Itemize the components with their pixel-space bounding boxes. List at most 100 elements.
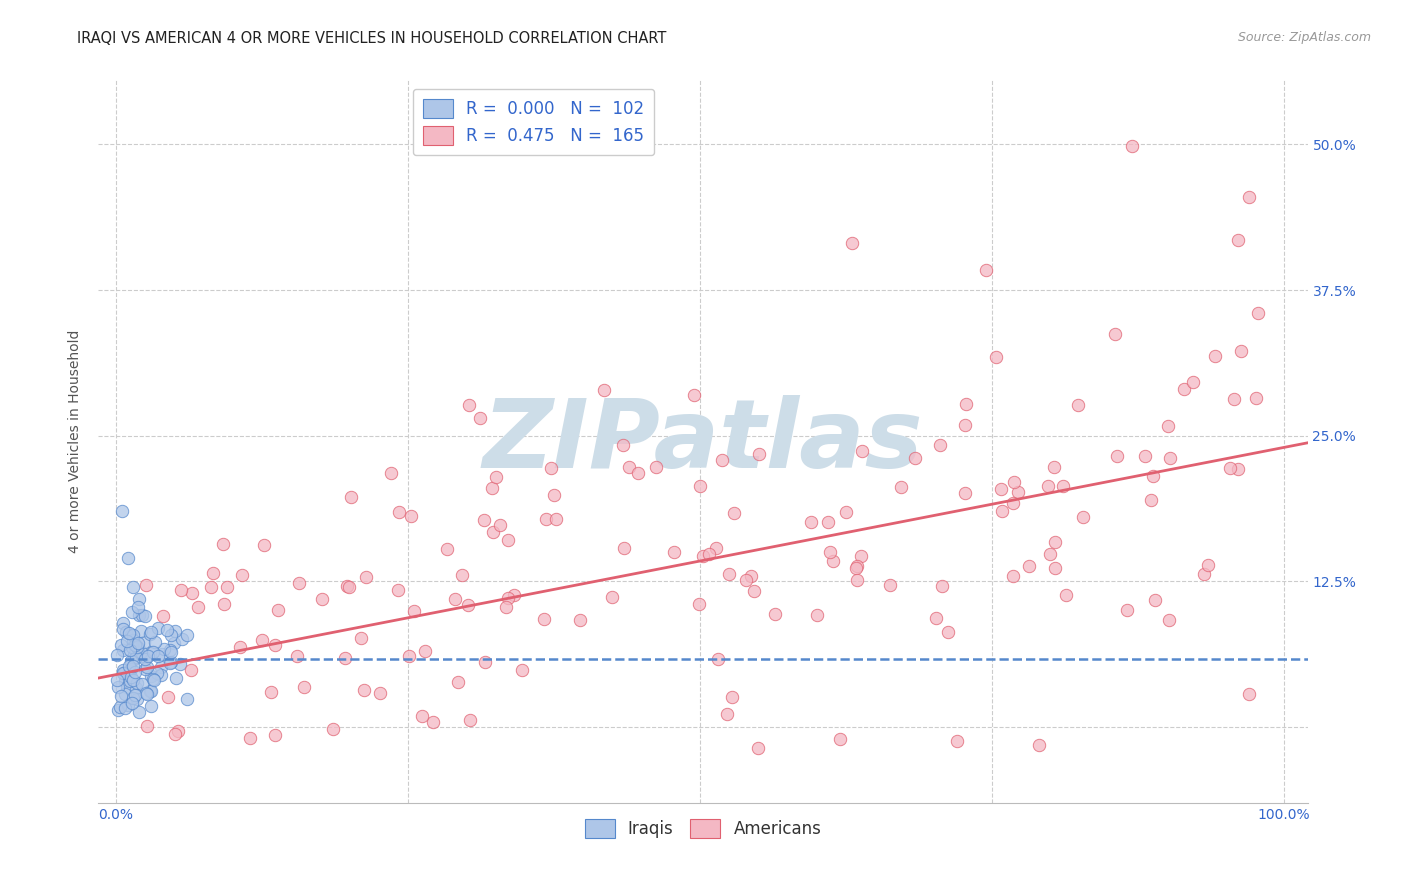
Point (122, 652, 145, 666)
Point (697, 548, 720, 562)
Point (929, 438, 952, 452)
Point (936, 624, 959, 639)
Point (160, 645, 183, 659)
Point (337, 580, 360, 594)
Point (748, 447, 770, 461)
Point (955, 397, 977, 411)
Point (239, 731, 262, 745)
Point (1052, 479, 1074, 493)
Point (1143, 593, 1166, 607)
Point (339, 491, 361, 505)
Point (1039, 547, 1062, 561)
Point (150, 647, 173, 661)
Point (105, 673, 128, 688)
Point (613, 541, 636, 555)
Point (1004, 475, 1026, 489)
Point (1197, 558, 1219, 572)
Point (488, 518, 510, 533)
Point (115, 625, 138, 640)
Point (1139, 492, 1161, 507)
Point (946, 734, 969, 748)
Point (368, 686, 391, 700)
Point (136, 659, 159, 673)
Point (125, 692, 148, 706)
Point (707, 652, 730, 666)
Point (134, 634, 156, 648)
Point (413, 644, 436, 658)
Point (115, 633, 138, 648)
Point (496, 533, 519, 547)
Point (1219, 461, 1241, 475)
Point (984, 351, 1007, 365)
Point (763, 607, 786, 622)
Point (250, 632, 273, 647)
Point (1018, 558, 1040, 573)
Point (735, 573, 758, 587)
Point (470, 410, 492, 425)
Point (1192, 567, 1215, 582)
Point (120, 654, 142, 668)
Point (253, 538, 276, 552)
Point (645, 459, 668, 474)
Point (846, 558, 869, 573)
Point (689, 479, 711, 493)
Point (136, 649, 159, 664)
Point (114, 701, 136, 715)
Point (231, 567, 253, 582)
Text: Source: ZipAtlas.com: Source: ZipAtlas.com (1237, 31, 1371, 45)
Point (1237, 687, 1260, 701)
Point (1157, 419, 1180, 434)
Text: ZIPatlas: ZIPatlas (482, 395, 924, 488)
Point (146, 648, 169, 663)
Point (134, 652, 156, 666)
Point (120, 628, 142, 642)
Point (142, 673, 165, 688)
Point (212, 597, 235, 611)
Point (1247, 306, 1270, 320)
Point (723, 506, 745, 520)
Point (131, 607, 153, 622)
Point (131, 624, 153, 639)
Point (742, 584, 765, 599)
Point (612, 438, 634, 452)
Point (1054, 588, 1077, 602)
Point (411, 708, 433, 723)
Point (128, 608, 150, 623)
Point (380, 466, 402, 480)
Point (142, 672, 165, 686)
Point (165, 624, 187, 638)
Point (142, 645, 165, 659)
Point (627, 466, 650, 480)
Point (1121, 138, 1143, 153)
Point (141, 645, 163, 659)
Point (460, 713, 482, 727)
Point (830, 731, 852, 746)
Point (1133, 449, 1156, 463)
Point (107, 702, 129, 716)
Point (879, 578, 901, 592)
Point (127, 636, 149, 650)
Point (117, 680, 139, 694)
Point (122, 580, 145, 594)
Point (120, 673, 142, 688)
Point (112, 643, 135, 657)
Point (849, 549, 872, 564)
Point (444, 591, 467, 606)
Point (1227, 462, 1250, 476)
Point (200, 580, 222, 594)
Point (1107, 449, 1129, 463)
Point (141, 684, 163, 698)
Point (117, 551, 139, 566)
Point (1001, 496, 1024, 510)
Point (125, 638, 148, 652)
Point (143, 635, 166, 649)
Point (105, 648, 128, 662)
Point (122, 659, 145, 673)
Point (212, 537, 235, 551)
Point (117, 698, 139, 713)
Point (1159, 451, 1181, 466)
Text: IRAQI VS AMERICAN 4 OR MORE VEHICLES IN HOUSEHOLD CORRELATION CHART: IRAQI VS AMERICAN 4 OR MORE VEHICLES IN … (77, 31, 666, 46)
Point (688, 597, 710, 611)
Point (112, 665, 135, 680)
Point (1157, 613, 1180, 627)
